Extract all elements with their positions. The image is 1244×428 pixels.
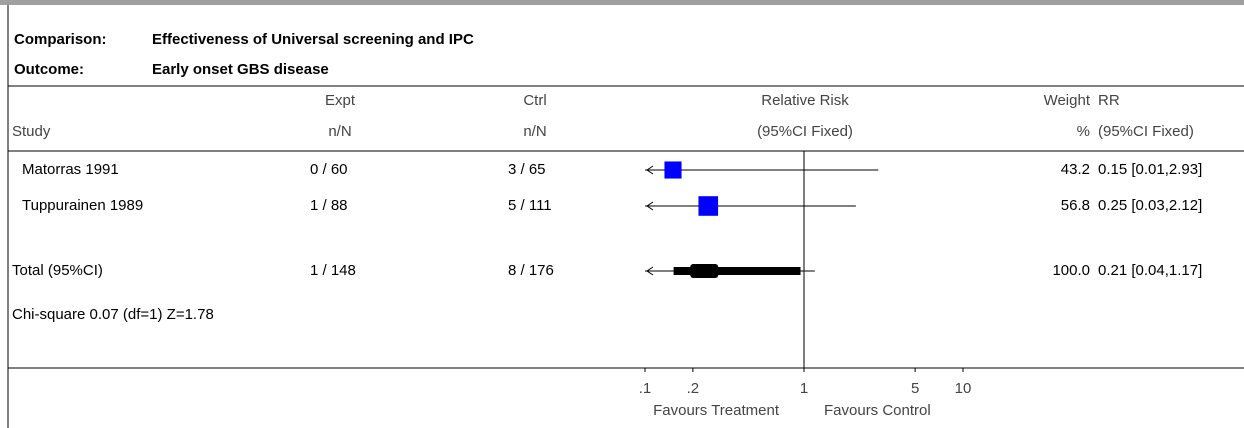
x-tick-label: 1: [800, 380, 808, 397]
total-name: Total (95%CI): [12, 262, 103, 279]
col-weight: Weight: [1044, 92, 1091, 109]
col-study: Study: [12, 123, 51, 140]
total-rr-label: 0.21 [0.04,1.17]: [1098, 262, 1202, 279]
rr-label: 0.15 [0.01,2.93]: [1098, 161, 1202, 178]
rr-label: 0.25 [0.03,2.12]: [1098, 197, 1202, 214]
clip-arrow: [646, 165, 654, 175]
x-tick-label: .2: [687, 380, 700, 397]
outcome-label: Outcome:: [14, 61, 84, 78]
clip-arrow: [646, 201, 654, 211]
col-expt: Expt: [325, 92, 356, 109]
study-name: Tuppurainen 1989: [22, 197, 143, 214]
outcome: Early onset GBS disease: [152, 61, 329, 78]
x-tick-label: 5: [911, 380, 919, 397]
ctrl: 5 / 111: [508, 197, 552, 214]
total-bar: [673, 267, 801, 275]
total-point: [690, 264, 719, 278]
favours-left: Favours Treatment: [653, 402, 780, 419]
col-rr: RR: [1098, 92, 1120, 109]
weight: 43.2: [1061, 161, 1090, 178]
comparison: Effectiveness of Universal screening and…: [152, 31, 474, 48]
expt: 1 / 88: [310, 197, 348, 214]
x-tick-label: 10: [955, 380, 972, 397]
col-expt-sub: n/N: [328, 123, 351, 140]
weight: 56.8: [1061, 197, 1090, 214]
col-rr-plot: Relative Risk: [761, 92, 849, 109]
comparison-label: Comparison:: [14, 31, 107, 48]
total-weight: 100.0: [1052, 262, 1090, 279]
col-ctrl-sub: n/N: [523, 123, 546, 140]
ctrl: 3 / 65: [508, 161, 546, 178]
top-border: [0, 0, 1244, 5]
col-rr-sub: (95%CI Fixed): [1098, 123, 1194, 140]
total-ctrl: 8 / 176: [508, 262, 554, 279]
favours-right: Favours Control: [824, 402, 931, 419]
col-weight-sub: %: [1077, 123, 1090, 140]
x-tick-label: .1: [639, 380, 652, 397]
col-ctrl: Ctrl: [523, 92, 546, 109]
clip-arrow: [646, 266, 654, 276]
study-name: Matorras 1991: [22, 161, 119, 178]
study-square: [698, 196, 719, 216]
total-expt: 1 / 148: [310, 262, 356, 279]
col-rr-plot-sub: (95%CI Fixed): [757, 123, 853, 140]
expt: 0 / 60: [310, 161, 348, 178]
study-square: [664, 161, 682, 179]
heterogeneity: Chi-square 0.07 (df=1) Z=1.78: [12, 306, 214, 323]
